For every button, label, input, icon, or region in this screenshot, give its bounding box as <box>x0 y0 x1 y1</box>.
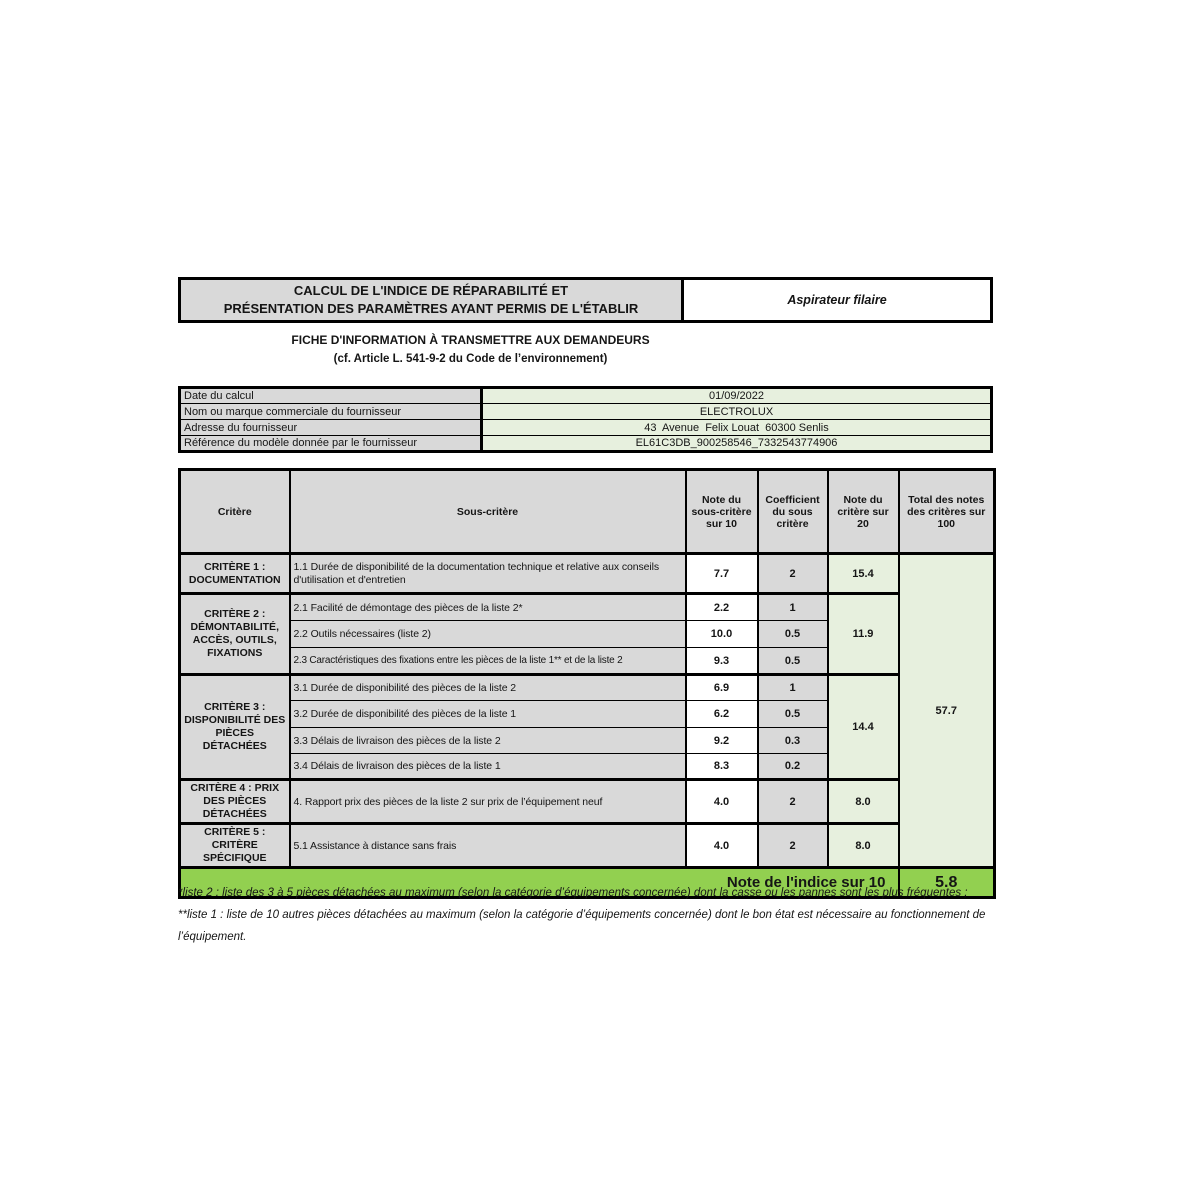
subcriterion-2-1-coef: 1 <box>756 592 829 621</box>
criterion-1-note20: 15.4 <box>826 552 900 594</box>
subtitle-line1: FICHE D'INFORMATION À TRANSMETTRE AUX DE… <box>291 333 650 347</box>
info-label-brand: Nom ou marque commerciale du fournisseur <box>179 403 483 420</box>
footnote-liste1: **liste 1 : liste de 10 autres pièces dé… <box>178 909 986 943</box>
col-header-total: Total des notes des critères sur 100 <box>897 469 996 555</box>
subcriterion-3-1-note10: 6.9 <box>684 673 759 701</box>
subcriterion-3-2-note10: 6.2 <box>684 700 759 728</box>
criterion-4-note20: 8.0 <box>826 778 900 824</box>
subcriterion-5-1-note10: 4.0 <box>684 822 759 868</box>
subcriterion-3-1-label: 3.1 Durée de disponibilité des pièces de… <box>288 673 687 701</box>
subcriterion-5-1-label: 5.1 Assistance à distance sans frais <box>288 822 687 868</box>
subcriterion-2-1-note10: 2.2 <box>684 592 759 621</box>
document-title-line2: PRÉSENTATION DES PARAMÈTRES AYANT PERMIS… <box>223 301 639 316</box>
criterion-4-name: CRITÈRE 4 : PRIX DES PIÈCES DÉTACHÉES <box>178 778 291 824</box>
index-result-value: 5.8 <box>897 866 996 898</box>
criterion-3-note20: 14.4 <box>826 673 900 780</box>
footnote-liste2: *liste 2 : liste des 3 à 5 pièces détach… <box>178 887 968 899</box>
subcriterion-3-3-coef: 0.3 <box>756 727 829 754</box>
table-row: CRITÈRE 2 : DÉMONTABILITÉ, ACCÈS, OUTILS… <box>178 592 995 675</box>
subcriterion-2-1-label: 2.1 Facilité de démontage des pièces de … <box>288 592 687 621</box>
col-header-note-critere: Note du critère sur 20 <box>826 469 900 555</box>
subcriterion-2-3-label: 2.3 Caractéristiques des fixations entre… <box>288 647 687 675</box>
table-row: CRITÈRE 3 : DISPONIBILITÉ DES PIÈCES DÉT… <box>178 673 995 780</box>
subtitle-block: FICHE D'INFORMATION À TRANSMETTRE AUX DE… <box>178 331 763 369</box>
product-category-box: Aspirateur filaire <box>681 277 993 323</box>
info-label-date: Date du calcul <box>179 387 483 404</box>
col-header-note-sous-critere: Note du sous-critère sur 10 <box>684 469 759 555</box>
supplier-info-table: Date du calcul 01/09/2022 Nom ou marque … <box>178 386 993 453</box>
criterion-3-name: CRITÈRE 3 : DISPONIBILITÉ DES PIÈCES DÉT… <box>178 673 291 780</box>
criterion-1-name: CRITÈRE 1 : DOCUMENTATION <box>178 552 291 594</box>
table-row: 2.2 Outils nécessaires (liste 2) 10.0 0.… <box>180 620 995 648</box>
subcriterion-2-3-note10: 9.3 <box>684 647 759 675</box>
table-row: CRITÈRE 5 : CRITÈRE SPÉCIFIQUE 5.1 Assis… <box>178 822 995 868</box>
table-row: Référence du modèle donnée par le fourni… <box>179 435 992 452</box>
criteria-table: Critère Sous-critère Note du sous-critèr… <box>178 468 996 899</box>
col-header-coefficient: Coefficient du sous critère <box>756 469 829 555</box>
subcriterion-2-2-coef: 0.5 <box>756 620 829 648</box>
info-value-address: 43 Avenue Felix Louat 60300 Senlis <box>481 419 992 436</box>
info-value-brand: ELECTROLUX <box>481 403 992 420</box>
subcriterion-1-1-coef: 2 <box>756 552 829 594</box>
subcriterion-3-2-label: 3.2 Durée de disponibilité des pièces de… <box>288 700 687 728</box>
document-title-line1: CALCUL DE L'INDICE DE RÉPARABILITÉ ET <box>293 283 569 298</box>
criterion-5-note20: 8.0 <box>826 822 900 868</box>
subcriterion-2-3-coef: 0.5 <box>756 647 829 675</box>
table-header-row: Critère Sous-critère Note du sous-critèr… <box>178 469 996 555</box>
subcriterion-3-3-note10: 9.2 <box>684 727 759 754</box>
subtitle-line2: (cf. Article L. 541-9-2 du Code de l’env… <box>333 353 608 365</box>
criterion-2-name: CRITÈRE 2 : DÉMONTABILITÉ, ACCÈS, OUTILS… <box>178 592 291 675</box>
table-row: Nom ou marque commerciale du fournisseur… <box>179 403 992 420</box>
info-value-reference: EL61C3DB_900258546_7332543774906 <box>481 435 992 452</box>
info-label-reference: Référence du modèle donnée par le fourni… <box>179 435 483 452</box>
subcriterion-3-2-coef: 0.5 <box>756 700 829 728</box>
col-header-critere: Critère <box>178 469 291 555</box>
subcriterion-3-3-label: 3.3 Délais de livraison des pièces de la… <box>288 727 687 754</box>
subcriterion-3-4-note10: 8.3 <box>684 753 759 780</box>
subcriterion-2-2-label: 2.2 Outils nécessaires (liste 2) <box>288 620 687 648</box>
subcriterion-4-note10: 4.0 <box>684 778 759 824</box>
subcriterion-3-1-coef: 1 <box>756 673 829 701</box>
info-value-date: 01/09/2022 <box>481 387 992 404</box>
table-row: 2.3 Caractéristiques des fixations entre… <box>180 647 995 675</box>
subcriterion-3-4-coef: 0.2 <box>756 753 829 780</box>
col-header-sous-critere: Sous-critère <box>288 469 687 555</box>
subcriterion-2-2-note10: 10.0 <box>684 620 759 648</box>
product-category-label: Aspirateur filaire <box>787 293 887 307</box>
table-row: CRITÈRE 1 : DOCUMENTATION 1.1 Durée de d… <box>178 552 996 868</box>
criterion-5-name: CRITÈRE 5 : CRITÈRE SPÉCIFIQUE <box>178 822 291 868</box>
footnotes: *liste 2 : liste des 3 à 5 pièces détach… <box>178 882 998 948</box>
subcriterion-3-4-label: 3.4 Délais de livraison des pièces de la… <box>288 753 687 780</box>
index-result-row: Note de l'indice sur 10 5.8 <box>178 866 996 898</box>
document-title: CALCUL DE L'INDICE DE RÉPARABILITÉ ET PR… <box>178 277 684 323</box>
subcriterion-1-1-note10: 7.7 <box>684 552 759 594</box>
index-result-label: Note de l'indice sur 10 <box>178 866 900 898</box>
subcriterion-1-1-label: 1.1 Durée de disponibilité de la documen… <box>288 552 687 594</box>
table-row: Date du calcul 01/09/2022 <box>179 387 992 404</box>
info-label-address: Adresse du fournisseur <box>179 419 483 436</box>
subcriterion-4-coef: 2 <box>756 778 829 824</box>
subcriterion-5-1-coef: 2 <box>756 822 829 868</box>
table-row: Adresse du fournisseur 43 Avenue Felix L… <box>179 419 992 436</box>
title-block: CALCUL DE L'INDICE DE RÉPARABILITÉ ET PR… <box>178 277 993 323</box>
subcriterion-4-label: 4. Rapport prix des pièces de la liste 2… <box>288 778 687 824</box>
total-notes-sur-100: 57.7 <box>897 552 996 868</box>
table-row: CRITÈRE 4 : PRIX DES PIÈCES DÉTACHÉES 4.… <box>178 778 995 824</box>
criterion-2-note20: 11.9 <box>826 592 900 675</box>
